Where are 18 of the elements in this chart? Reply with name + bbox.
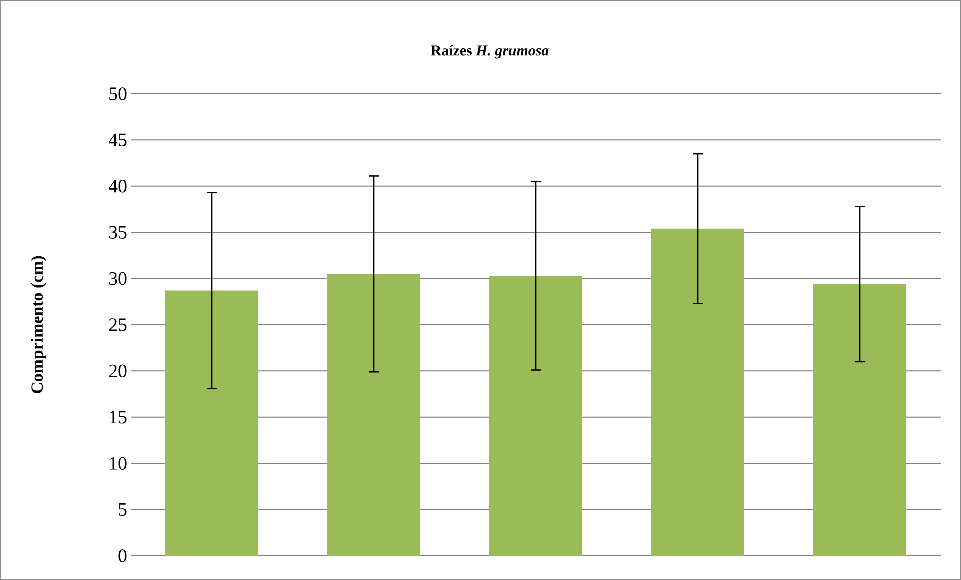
bar [166, 290, 259, 556]
y-tick-label: 15 [110, 411, 127, 424]
y-tick-label: 45 [108, 134, 127, 147]
y-tick-label: 10 [110, 457, 127, 470]
y-tick-label: 25 [109, 318, 127, 332]
y-axis-title: Comprimento (cm) [31, 256, 46, 394]
bar [652, 228, 745, 556]
bar [814, 284, 907, 556]
y-tick-label: 0 [118, 550, 127, 562]
y-tick-label: 5 [119, 504, 127, 516]
chart-title: Raízes H. grumosa [431, 45, 549, 59]
y-tick-label: 35 [109, 226, 127, 239]
y-tick-label: 50 [110, 88, 127, 100]
bar [490, 276, 583, 556]
y-tick-label: 20 [109, 364, 127, 378]
y-tick-label: 40 [108, 180, 127, 193]
bar [328, 274, 421, 556]
y-tick-label: 30 [109, 272, 127, 286]
